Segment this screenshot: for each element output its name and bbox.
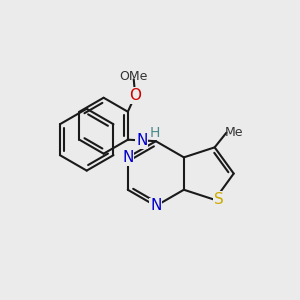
Text: O: O <box>129 88 141 103</box>
Text: S: S <box>214 192 224 207</box>
Text: Me: Me <box>225 126 243 139</box>
Text: OMe: OMe <box>119 70 148 83</box>
Text: N: N <box>136 133 148 148</box>
Text: N: N <box>122 150 134 165</box>
Text: N: N <box>150 198 161 213</box>
Text: H: H <box>150 126 160 140</box>
